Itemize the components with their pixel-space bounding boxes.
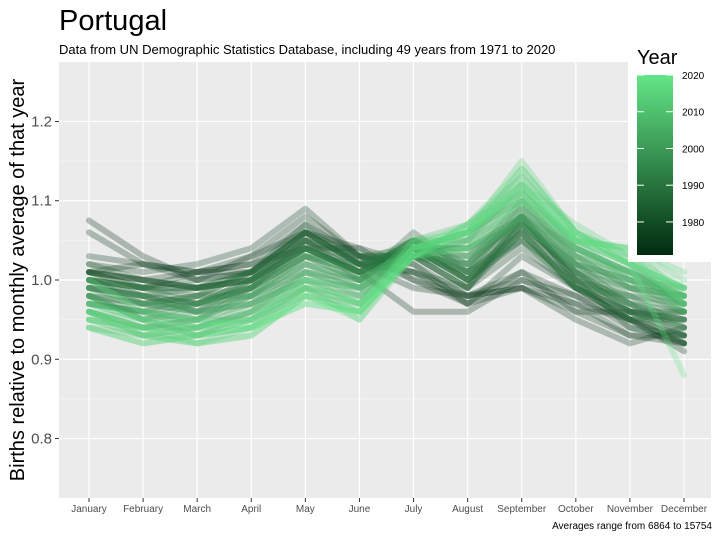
x-tick-label: March xyxy=(183,504,211,515)
series-line-1979 xyxy=(86,237,687,323)
chart-caption: Averages range from 6864 to 15754 xyxy=(552,521,712,532)
series-line-2020 xyxy=(86,197,687,379)
series-line-2000 xyxy=(86,221,687,323)
series-line-1983 xyxy=(86,237,687,323)
series-line-1990 xyxy=(86,221,687,339)
series-line-1976 xyxy=(86,229,687,339)
series-line-1999 xyxy=(86,205,687,315)
series-line-2004 xyxy=(86,213,687,323)
y-tick-label: 1.2 xyxy=(31,113,52,130)
series-line-2017 xyxy=(86,166,687,347)
series-line-1995 xyxy=(86,213,687,307)
legend-tick-label: 2020 xyxy=(682,71,705,82)
series-line-2016 xyxy=(86,173,687,347)
x-tick-label: December xyxy=(661,504,708,515)
grid-lines xyxy=(59,62,711,498)
x-tick-label: June xyxy=(349,504,371,515)
series-line-2013 xyxy=(86,189,687,347)
legend-colorbar xyxy=(637,75,673,255)
series-line-1975 xyxy=(86,245,687,347)
y-axis-label: Births relative to monthly average of th… xyxy=(7,78,29,481)
series-line-1977 xyxy=(86,229,687,315)
chart-title: Portugal xyxy=(59,5,167,37)
series-line-2018 xyxy=(86,181,687,339)
series-line-1993 xyxy=(86,221,687,315)
x-axis-ticks: January February March April May June July Augu… xyxy=(71,498,708,515)
y-tick-label: 0.9 xyxy=(31,351,52,368)
series-line-1994 xyxy=(86,205,687,331)
series-line-2008 xyxy=(86,189,687,339)
series-line-1971 xyxy=(86,217,687,339)
x-tick-label: April xyxy=(241,504,261,515)
series-line-1988 xyxy=(86,229,687,323)
series-line-1973 xyxy=(86,221,687,355)
series-line-2006 xyxy=(86,197,687,339)
series-line-2011 xyxy=(86,181,687,347)
series-line-2009 xyxy=(86,173,687,339)
chart-subtitle: Data from UN Demographic Statistics Data… xyxy=(59,42,555,57)
series-lines xyxy=(86,158,687,379)
x-tick-label: May xyxy=(296,504,315,515)
series-line-2015 xyxy=(86,181,687,339)
legend-tick-label: 1990 xyxy=(682,181,705,192)
x-tick-label: September xyxy=(497,504,547,515)
x-tick-label: January xyxy=(71,504,107,515)
series-line-1987 xyxy=(86,213,687,331)
y-tick-label: 1.1 xyxy=(31,193,52,210)
series-line-2014 xyxy=(86,158,687,347)
legend-ticks: 1980 1990 2000 2010 2020 xyxy=(637,71,705,229)
y-tick-label: 0.8 xyxy=(31,431,52,448)
series-line-1974 xyxy=(86,213,687,347)
series-line-1972 xyxy=(86,237,687,347)
y-axis-ticks: 0.8 0.9 1.0 1.1 1.2 xyxy=(31,113,59,448)
series-line-1986 xyxy=(86,221,687,347)
series-line-1978 xyxy=(86,205,687,347)
series-line-1981 xyxy=(86,221,687,331)
series-line-2007 xyxy=(86,181,687,331)
series-line-2010 xyxy=(86,197,687,331)
series-line-1997 xyxy=(86,197,687,323)
series-line-1996 xyxy=(86,221,687,315)
legend-tick-label: 2000 xyxy=(682,144,705,155)
series-line-2005 xyxy=(86,189,687,331)
series-line-1992 xyxy=(86,229,687,307)
x-tick-label: August xyxy=(452,504,483,515)
series-line-1980 xyxy=(86,229,687,347)
series-line-1985 xyxy=(86,229,687,323)
series-line-2003 xyxy=(86,205,687,331)
y-tick-label: 1.0 xyxy=(31,272,52,289)
x-tick-label: February xyxy=(123,504,163,515)
x-tick-label: November xyxy=(607,504,654,515)
series-line-1989 xyxy=(86,237,687,315)
series-line-1984 xyxy=(86,229,687,339)
series-line-2001 xyxy=(86,213,687,323)
series-line-1998 xyxy=(86,213,687,323)
x-tick-label: July xyxy=(405,504,423,515)
legend-tick-label: 2010 xyxy=(682,108,705,119)
series-line-2002 xyxy=(86,197,687,331)
x-tick-label: October xyxy=(558,504,594,515)
series-line-2012 xyxy=(86,166,687,339)
series-line-1991 xyxy=(86,213,687,323)
legend-tick-label: 1980 xyxy=(682,218,705,229)
series-line-2019 xyxy=(86,189,687,331)
legend-title: Year xyxy=(637,47,678,69)
series-line-1982 xyxy=(86,213,687,339)
